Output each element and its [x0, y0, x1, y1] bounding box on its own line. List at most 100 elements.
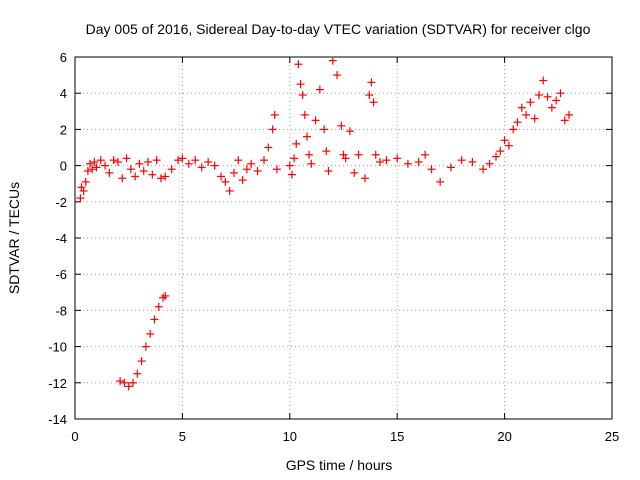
x-axis: 0 5 10 15 20 25 [71, 57, 619, 444]
data-point [294, 60, 303, 69]
data-point [247, 159, 256, 168]
data-point [141, 342, 150, 351]
data-point [315, 85, 324, 94]
data-point [382, 156, 391, 165]
data-point [328, 56, 337, 65]
data-point [238, 176, 247, 185]
data-point [124, 382, 133, 391]
data-point [118, 174, 127, 183]
data-point [468, 157, 477, 166]
data-point [116, 376, 125, 385]
y-tick-label: 6 [60, 50, 67, 65]
data-point [197, 163, 206, 172]
data-point [264, 143, 273, 152]
data-point [152, 156, 161, 165]
data-point [290, 154, 299, 163]
data-point [105, 168, 114, 177]
data-point [403, 159, 412, 168]
data-point [167, 165, 176, 174]
data-point [320, 125, 329, 134]
data-point [371, 150, 380, 159]
y-tick-label: -10 [48, 340, 67, 355]
data-point [128, 378, 137, 387]
data-point [496, 147, 505, 156]
data-point [345, 127, 354, 136]
data-point [178, 154, 187, 163]
data-point [305, 150, 314, 159]
data-point [96, 156, 105, 165]
x-tick-label: 15 [390, 429, 404, 444]
data-point [217, 172, 226, 181]
data-point [122, 154, 131, 163]
data-point [139, 167, 148, 176]
data-point [234, 156, 243, 165]
data-point [365, 91, 374, 100]
data-point [500, 136, 509, 145]
data-point [204, 157, 213, 166]
data-point [109, 156, 118, 165]
data-point [144, 157, 153, 166]
data-point [393, 154, 402, 163]
plot-frame [74, 56, 613, 420]
data-point [120, 378, 129, 387]
y-tick-label: -2 [55, 195, 67, 210]
data-point [300, 110, 309, 119]
data-point [457, 156, 466, 165]
data-point [526, 98, 535, 107]
data-point [556, 89, 565, 98]
data-point [131, 172, 140, 181]
data-point [260, 156, 269, 165]
y-tick-label: -4 [55, 231, 67, 246]
x-tick-label: 10 [283, 429, 297, 444]
grid-lines [75, 57, 612, 419]
data-point [436, 177, 445, 186]
data-point [560, 116, 569, 125]
data-point [517, 103, 526, 112]
data-point [272, 165, 281, 174]
data-point [350, 168, 359, 177]
data-point [90, 157, 99, 166]
data-point [367, 78, 376, 87]
chart-title: Day 005 of 2016, Sidereal Day-to-day VTE… [86, 21, 591, 37]
data-point [414, 157, 423, 166]
data-point [253, 167, 262, 176]
data-point [77, 183, 86, 192]
data-point [534, 91, 543, 100]
x-tick-label: 25 [605, 429, 619, 444]
data-point [148, 170, 157, 179]
data-point [221, 177, 230, 186]
data-point [161, 291, 170, 300]
data-point [421, 150, 430, 159]
data-point [307, 159, 316, 168]
data-point [302, 132, 311, 141]
data-point [333, 71, 342, 80]
data-point [268, 125, 277, 134]
y-tick-label: -12 [48, 376, 67, 391]
data-point [270, 110, 279, 119]
data-point [81, 177, 90, 186]
x-tick-label: 0 [71, 429, 78, 444]
data-point [565, 110, 574, 119]
data-point [154, 302, 163, 311]
data-point [133, 369, 142, 378]
data-point [311, 116, 320, 125]
data-point [79, 186, 88, 195]
data-point [509, 125, 518, 134]
data-point [92, 163, 101, 172]
data-point [485, 159, 494, 168]
data-point [229, 168, 238, 177]
data-point [83, 167, 92, 176]
x-axis-label: GPS time / hours [286, 457, 393, 473]
data-point [287, 170, 296, 179]
data-point [101, 161, 110, 170]
y-tick-label: 2 [60, 122, 67, 137]
data-point [292, 139, 301, 148]
data-point [242, 165, 251, 174]
data-point [88, 165, 97, 174]
data-point [184, 159, 193, 168]
data-point [135, 159, 144, 168]
data-point [174, 156, 183, 165]
data-point [539, 76, 548, 85]
data-point [159, 293, 168, 302]
